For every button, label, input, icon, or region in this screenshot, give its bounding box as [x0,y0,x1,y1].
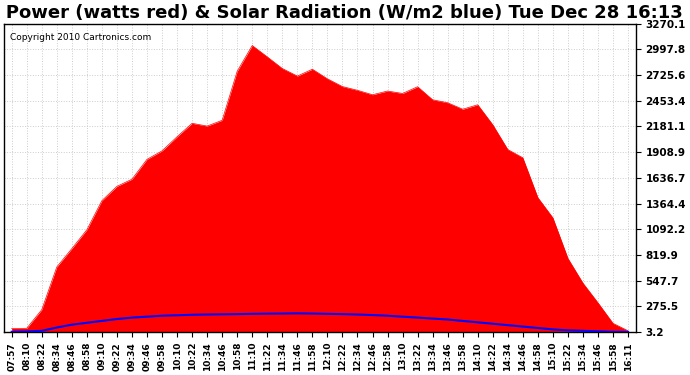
Title: Grid Power (watts red) & Solar Radiation (W/m2 blue) Tue Dec 28 16:13: Grid Power (watts red) & Solar Radiation… [0,4,683,22]
Text: Copyright 2010 Cartronics.com: Copyright 2010 Cartronics.com [10,33,152,42]
